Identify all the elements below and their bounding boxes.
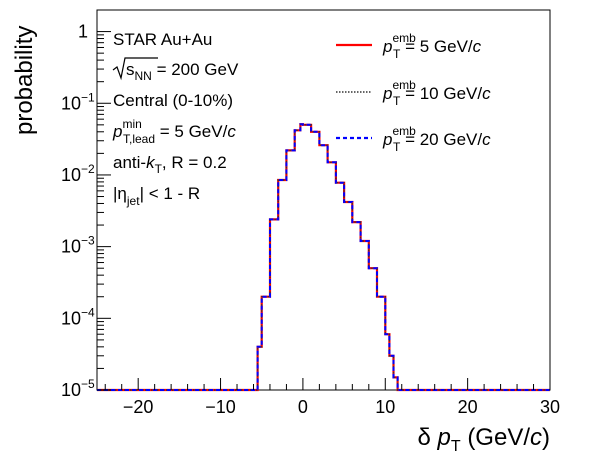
annotation-experiment: STAR Au+Au: [113, 30, 212, 49]
legend-label-10gev: pemb T = 10 GeV/c: [382, 78, 491, 108]
x-axis-title: δ pT (GeV/c): [417, 424, 550, 455]
legend-label-20gev: pemb T = 20 GeV/c: [382, 124, 491, 154]
tick-layer: −20 −10 0 10 20 30 10−5 10−4 10−3 10−2 10−1 1: [61, 9, 560, 417]
y-axis-title: probability: [11, 26, 38, 135]
annotation-leading-pt: pmin T,lead = 5 GeV/c: [112, 117, 236, 146]
annotation-eta-cut: |ηjet| < 1 - R: [113, 184, 200, 208]
x-tick-label: 0: [298, 397, 308, 417]
x-tick-label: −10: [205, 397, 236, 417]
y-tick-label: 10−3: [61, 234, 95, 257]
x-tick-label: 30: [540, 397, 560, 417]
legend-label-5gev: pemb T = 5 GeV/c: [382, 31, 482, 61]
x-tick-label: −20: [123, 397, 154, 417]
y-tick-label: 10−5: [61, 377, 95, 400]
series-layer: [97, 123, 550, 392]
annotation-block: STAR Au+Au sNN = 200 GeV Central (0-10%)…: [112, 30, 239, 208]
y-tick-label: 10−4: [61, 305, 95, 328]
y-tick-label: 1: [78, 22, 88, 42]
annotation-algorithm: anti-kT, R = 0.2: [113, 153, 227, 176]
plot-area: [96, 9, 551, 391]
annotation-energy: sNN = 200 GeV: [126, 60, 239, 83]
series-line-2: [97, 123, 550, 391]
y-tick-label: 10−1: [61, 90, 95, 113]
legend: pemb T = 5 GeV/c pemb T = 10 GeV/c pemb T =…: [336, 31, 491, 154]
x-tick-label: 20: [458, 397, 478, 417]
annotation-centrality: Central (0-10%): [113, 91, 233, 110]
x-tick-label: 10: [375, 397, 395, 417]
sqrt-symbol: [112, 57, 158, 81]
y-tick-label: 10−2: [61, 162, 95, 185]
